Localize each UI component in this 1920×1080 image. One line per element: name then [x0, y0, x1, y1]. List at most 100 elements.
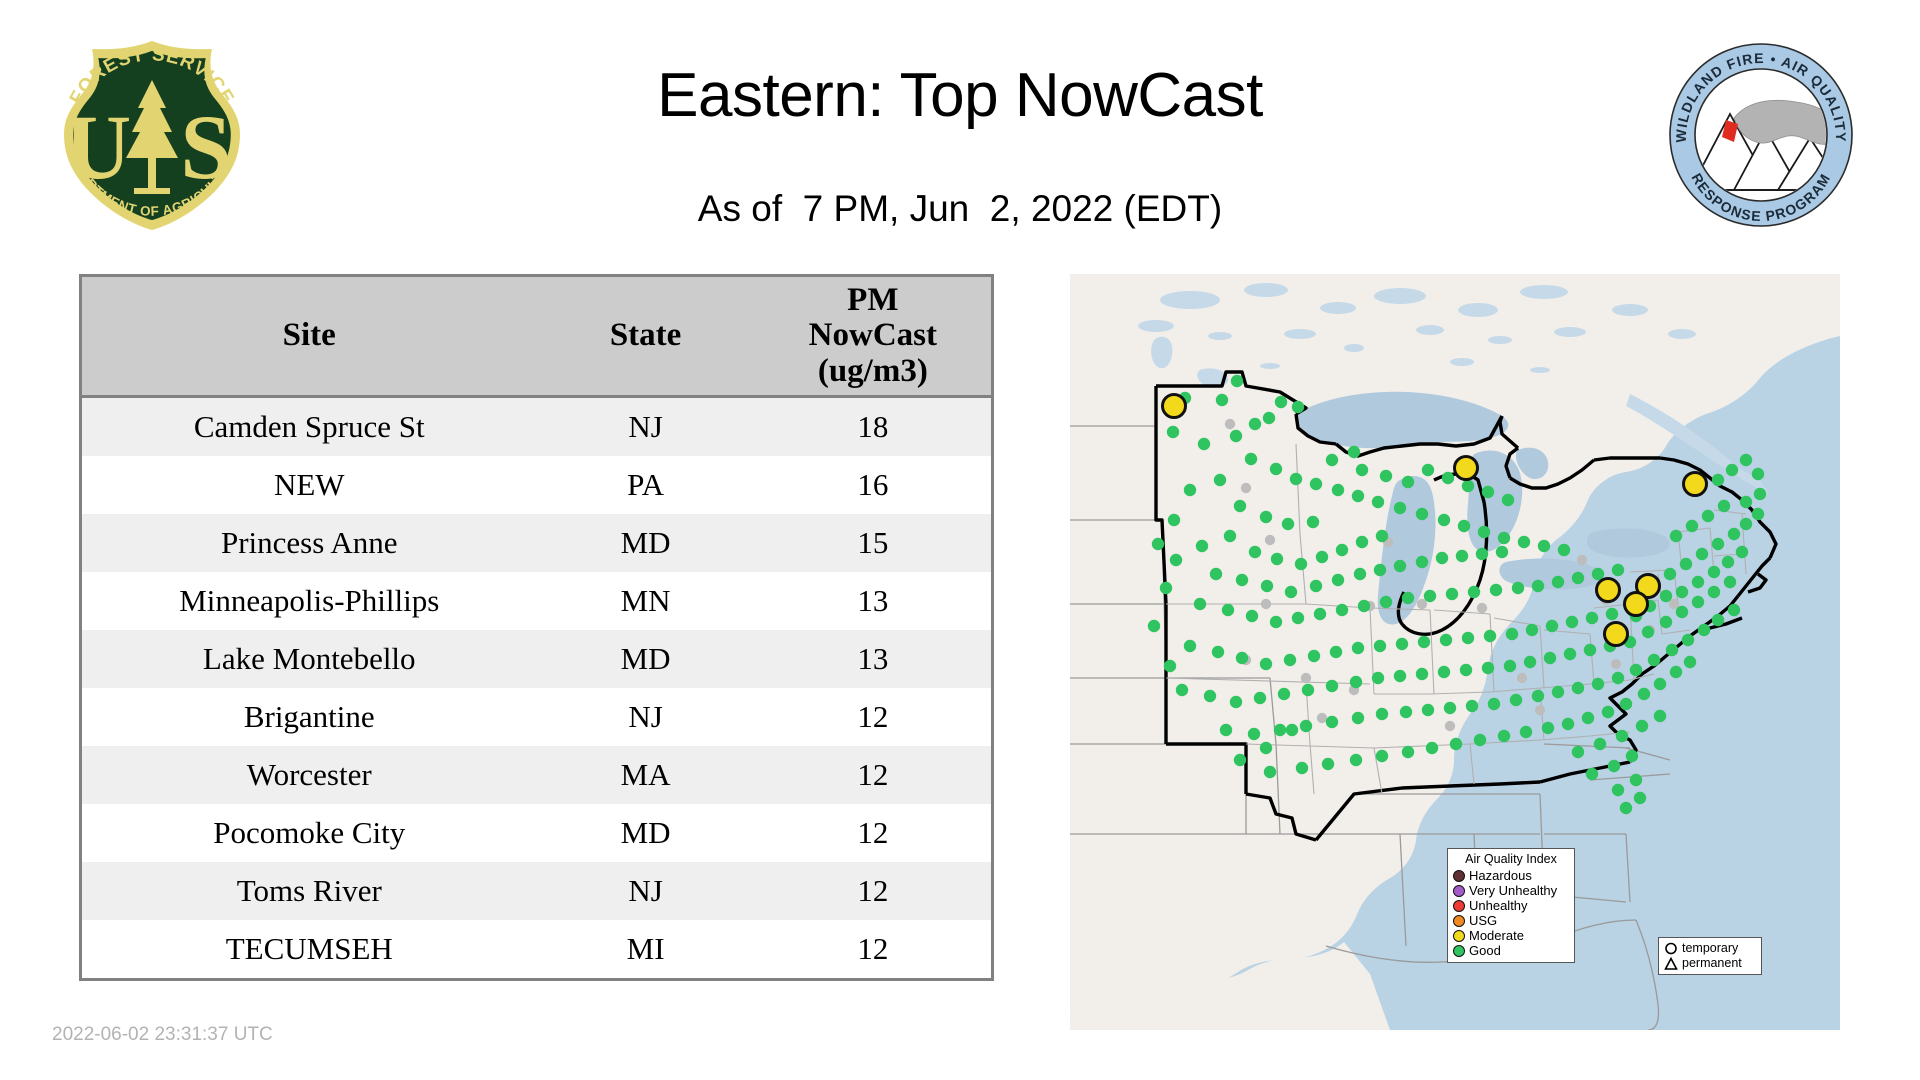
monitor-dot-good[interactable]: [1244, 452, 1258, 466]
monitor-dot-good[interactable]: [1619, 801, 1633, 815]
monitor-dot-good[interactable]: [1183, 483, 1197, 497]
monitor-dot-good[interactable]: [1475, 547, 1489, 561]
monitor-dot-good[interactable]: [1401, 591, 1415, 605]
monitor-dot-good[interactable]: [1379, 469, 1393, 483]
monitor-dot-good[interactable]: [1683, 655, 1697, 669]
monitor-dot-good[interactable]: [1665, 643, 1679, 657]
monitor-dot-offline[interactable]: [1668, 598, 1680, 610]
monitor-dot-good[interactable]: [1147, 619, 1161, 633]
monitor-dot-good[interactable]: [1753, 487, 1767, 501]
monitor-dot-good[interactable]: [1727, 603, 1741, 617]
monitor-dot-good[interactable]: [1395, 637, 1409, 651]
monitor-dot-good[interactable]: [1635, 719, 1649, 733]
monitor-dot-good[interactable]: [1679, 557, 1693, 571]
monitor-dot-good[interactable]: [1421, 463, 1435, 477]
monitor-dot-good[interactable]: [1325, 679, 1339, 693]
monitor-dot-good[interactable]: [1565, 615, 1579, 629]
monitor-dot-moderate[interactable]: [1453, 455, 1479, 481]
monitor-dot-good[interactable]: [1193, 597, 1207, 611]
monitor-dot-good[interactable]: [1455, 549, 1469, 563]
monitor-dot-good[interactable]: [1425, 741, 1439, 755]
monitor-dot-good[interactable]: [1159, 581, 1173, 595]
monitor-dot-good[interactable]: [1481, 485, 1495, 499]
monitor-dot-good[interactable]: [1355, 535, 1369, 549]
monitor-dot-good[interactable]: [1517, 535, 1531, 549]
monitor-dot-good[interactable]: [1531, 579, 1545, 593]
monitor-dot-good[interactable]: [1169, 553, 1183, 567]
monitor-dot-good[interactable]: [1691, 575, 1705, 589]
monitor-dot-good[interactable]: [1629, 773, 1643, 787]
monitor-dot-good[interactable]: [1309, 477, 1323, 491]
monitor-dot-good[interactable]: [1270, 552, 1284, 566]
monitor-dot-good[interactable]: [1247, 727, 1261, 741]
monitor-dot-good[interactable]: [1701, 509, 1715, 523]
monitor-dot-good[interactable]: [1331, 573, 1345, 587]
monitor-dot-good[interactable]: [1605, 607, 1619, 621]
monitor-dot-good[interactable]: [1437, 665, 1451, 679]
monitor-dot-good[interactable]: [1221, 603, 1235, 617]
monitor-dot-good[interactable]: [1357, 599, 1371, 613]
monitor-dot-good[interactable]: [1489, 583, 1503, 597]
monitor-dot-good[interactable]: [1262, 411, 1276, 425]
monitor-dot-good[interactable]: [1505, 627, 1519, 641]
monitor-dot-good[interactable]: [1611, 563, 1625, 577]
monitor-dot-good[interactable]: [1717, 499, 1731, 513]
monitor-dot-good[interactable]: [1313, 607, 1327, 621]
monitor-dot-good[interactable]: [1751, 507, 1765, 521]
monitor-dot-good[interactable]: [1259, 657, 1273, 671]
monitor-dot-moderate[interactable]: [1635, 573, 1661, 599]
monitor-dot-good[interactable]: [1283, 653, 1297, 667]
monitor-dot-good[interactable]: [1351, 489, 1365, 503]
monitor-dot-moderate[interactable]: [1595, 577, 1621, 603]
monitor-dot-good[interactable]: [1307, 649, 1321, 663]
monitor-dot-good[interactable]: [1315, 550, 1329, 564]
monitor-dot-good[interactable]: [1653, 709, 1667, 723]
monitor-dot-good[interactable]: [1379, 595, 1393, 609]
monitor-dot-good[interactable]: [1629, 663, 1643, 677]
monitor-dot-good[interactable]: [1166, 425, 1180, 439]
monitor-dots[interactable]: [1147, 374, 1767, 815]
monitor-dot-good[interactable]: [1233, 753, 1247, 767]
monitor-dot-good[interactable]: [1739, 453, 1753, 467]
monitor-dot-good[interactable]: [1465, 699, 1479, 713]
monitor-dot-good[interactable]: [1229, 429, 1243, 443]
monitor-dot-good[interactable]: [1443, 701, 1457, 715]
monitor-dot-good[interactable]: [1615, 729, 1629, 743]
monitor-dot-good[interactable]: [1675, 605, 1689, 619]
monitor-dot-good[interactable]: [1401, 475, 1415, 489]
monitor-dot-good[interactable]: [1417, 635, 1431, 649]
monitor-dot-good[interactable]: [1611, 671, 1625, 685]
monitor-dot-good[interactable]: [1259, 741, 1273, 755]
monitor-dot-good[interactable]: [1457, 519, 1471, 533]
monitor-dot-good[interactable]: [1401, 745, 1415, 759]
monitor-dot-good[interactable]: [1289, 472, 1303, 486]
monitor-dot-good[interactable]: [1353, 567, 1367, 581]
monitor-dot-good[interactable]: [1175, 683, 1189, 697]
monitor-dot-good[interactable]: [1511, 581, 1525, 595]
monitor-dot-offline[interactable]: [1610, 658, 1622, 670]
monitor-dot-good[interactable]: [1291, 611, 1305, 625]
monitor-dot-good[interactable]: [1653, 677, 1667, 691]
monitor-dot-good[interactable]: [1375, 707, 1389, 721]
monitor-dot-good[interactable]: [1633, 791, 1647, 805]
monitor-dot-good[interactable]: [1248, 545, 1262, 559]
monitor-dot-good[interactable]: [1437, 513, 1451, 527]
monitor-dot-good[interactable]: [1375, 529, 1389, 543]
monitor-dot-good[interactable]: [1495, 545, 1509, 559]
monitor-dot-good[interactable]: [1571, 745, 1585, 759]
monitor-dot-good[interactable]: [1551, 685, 1565, 699]
monitor-dot-good[interactable]: [1393, 559, 1407, 573]
monitor-dot-moderate[interactable]: [1161, 393, 1187, 419]
monitor-dot-good[interactable]: [1415, 555, 1429, 569]
monitor-dot-good[interactable]: [1581, 711, 1595, 725]
monitor-dot-good[interactable]: [1373, 563, 1387, 577]
monitor-dot-good[interactable]: [1183, 639, 1197, 653]
monitor-dot-good[interactable]: [1563, 647, 1577, 661]
monitor-dot-good[interactable]: [1195, 539, 1209, 553]
monitor-dot-good[interactable]: [1248, 417, 1262, 431]
monitor-dot-good[interactable]: [1277, 687, 1291, 701]
monitor-dot-good[interactable]: [1167, 513, 1181, 527]
monitor-dot-good[interactable]: [1321, 757, 1335, 771]
monitor-dot-good[interactable]: [1675, 585, 1689, 599]
monitor-dot-good[interactable]: [1215, 393, 1229, 407]
